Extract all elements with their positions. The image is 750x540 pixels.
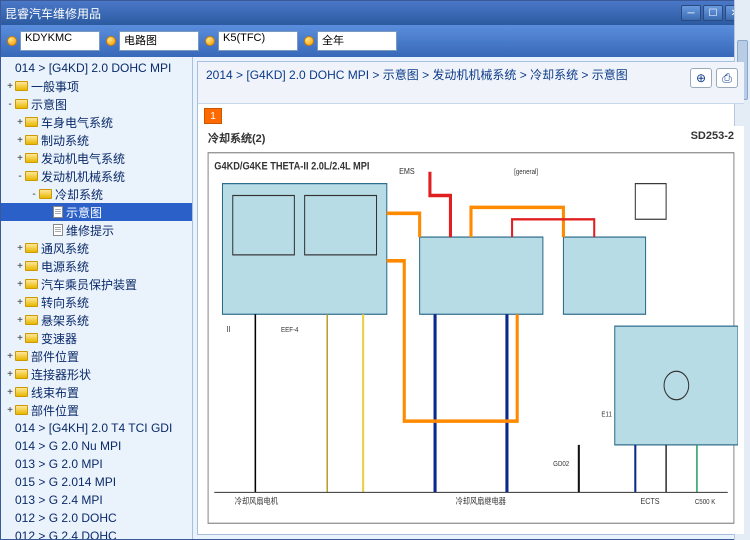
circuit-diagram: G4KD/G4KE THETA-II 2.0L/2.4L MPI EMS [gene…	[204, 148, 738, 528]
tree-node[interactable]: +部件位置	[1, 347, 192, 365]
tree-node[interactable]: +连接器形状	[1, 365, 192, 383]
folder-icon	[25, 315, 38, 325]
tree-node[interactable]: 014 > G 2.0 Nu MPI	[1, 437, 192, 455]
svg-text:C500 K: C500 K	[695, 499, 716, 506]
sidebar: 014 > [G4KD] 2.0 DOHC MPI+一般事项-示意图+车身电气系…	[1, 57, 193, 539]
tree-node[interactable]: -示意图	[1, 95, 192, 113]
bullet-icon	[205, 36, 215, 46]
tree-node[interactable]: 维修提示	[1, 221, 192, 239]
maximize-button[interactable]: ☐	[703, 5, 723, 21]
tree-node[interactable]: +电源系统	[1, 257, 192, 275]
diagram-pageno: SD253-2	[691, 130, 734, 142]
folder-icon	[15, 99, 28, 109]
folder-icon	[15, 387, 28, 397]
folder-icon	[15, 369, 28, 379]
svg-text:II: II	[227, 325, 231, 335]
svg-text:冷却风扇继电器: 冷却风扇继电器	[456, 496, 507, 507]
bullet-icon	[7, 36, 17, 46]
tree-node[interactable]: 013 > G 2.4 MPI	[1, 491, 192, 509]
window-title: 昆睿汽车维修用品	[5, 5, 681, 22]
dropdown-type[interactable]: 电路图	[106, 31, 199, 51]
folder-icon	[15, 405, 28, 415]
tree-node[interactable]: 015 > G 2.014 MPI	[1, 473, 192, 491]
bullet-icon	[106, 36, 116, 46]
svg-text:ECTS: ECTS	[640, 497, 659, 507]
folder-icon	[25, 261, 38, 271]
folder-icon	[25, 135, 38, 145]
svg-text:[general]: [general]	[514, 169, 538, 176]
main-panel: 2014 > [G4KD] 2.0 DOHC MPI > 示意图 > 发动机机械…	[197, 61, 745, 535]
svg-text:EEF-4: EEF-4	[281, 327, 299, 334]
thumbnail-bar: 1	[198, 104, 744, 126]
folder-icon	[25, 333, 38, 343]
svg-text:冷却风扇电机: 冷却风扇电机	[235, 496, 278, 507]
tree-node[interactable]: +制动系统	[1, 131, 192, 149]
tree-node[interactable]: +通风系统	[1, 239, 192, 257]
dropdown-year[interactable]: 全年	[304, 31, 397, 51]
folder-icon	[25, 243, 38, 253]
doc-icon	[53, 206, 63, 218]
tree-node[interactable]: +汽车乘员保护装置	[1, 275, 192, 293]
breadcrumb: 2014 > [G4KD] 2.0 DOHC MPI > 示意图 > 发动机机械…	[198, 62, 744, 104]
dropdown-model[interactable]: K5(TFC)	[205, 31, 298, 51]
titlebar: 昆睿汽车维修用品 ─ ☐ ✕	[1, 1, 749, 25]
folder-icon	[15, 351, 28, 361]
folder-icon	[25, 117, 38, 127]
tree-node[interactable]: 012 > G 2.0 DOHC	[1, 509, 192, 527]
folder-icon	[25, 279, 38, 289]
folder-icon	[15, 81, 28, 91]
tree-node[interactable]: 014 > [G4KD] 2.0 DOHC MPI	[1, 59, 192, 77]
diagram-caption: 冷却系统(2)	[208, 130, 265, 146]
folder-icon	[25, 297, 38, 307]
bullet-icon	[304, 36, 314, 46]
diagram-view: 冷却系统(2) SD253-2 G4KD/G4KE THETA-II 2.0L/…	[198, 126, 744, 534]
tree-node[interactable]: -发动机机械系统	[1, 167, 192, 185]
svg-text:G4KD/G4KE THETA-II 2.0L/2.4L M: G4KD/G4KE THETA-II 2.0L/2.4L MPI	[214, 161, 369, 173]
tree-node[interactable]: +发动机电气系统	[1, 149, 192, 167]
svg-text:GD02: GD02	[553, 461, 569, 468]
folder-icon	[25, 171, 38, 181]
folder-icon	[25, 153, 38, 163]
tree-node[interactable]: +变速器	[1, 329, 192, 347]
folder-icon	[39, 189, 52, 199]
thumbnail-1[interactable]: 1	[204, 108, 222, 124]
minimize-button[interactable]: ─	[681, 5, 701, 21]
tree-node[interactable]: +一般事项	[1, 77, 192, 95]
doc-icon	[53, 224, 63, 236]
svg-text:E11: E11	[601, 411, 612, 418]
tree-node[interactable]: 013 > G 2.0 MPI	[1, 455, 192, 473]
toolbar: KDYKMC 电路图 K5(TFC) 全年	[1, 25, 749, 57]
print-button[interactable]: ⎙	[716, 68, 738, 88]
tree-node[interactable]: 012 > G 2.4 DOHC	[1, 527, 192, 539]
tree-node[interactable]: -冷却系统	[1, 185, 192, 203]
dropdown-brand[interactable]: KDYKMC	[7, 31, 100, 51]
svg-text:EMS: EMS	[399, 167, 415, 177]
tree-node[interactable]: 014 > [G4KH] 2.0 T4 TCI GDI	[1, 419, 192, 437]
tree-node[interactable]: +部件位置	[1, 401, 192, 419]
tree-node[interactable]: +线束布置	[1, 383, 192, 401]
tree-node[interactable]: +车身电气系统	[1, 113, 192, 131]
zoom-button[interactable]: ⊕	[690, 68, 712, 88]
tree-node[interactable]: +悬架系统	[1, 311, 192, 329]
tree-node-selected[interactable]: 示意图	[1, 203, 192, 221]
tree-node[interactable]: +转向系统	[1, 293, 192, 311]
